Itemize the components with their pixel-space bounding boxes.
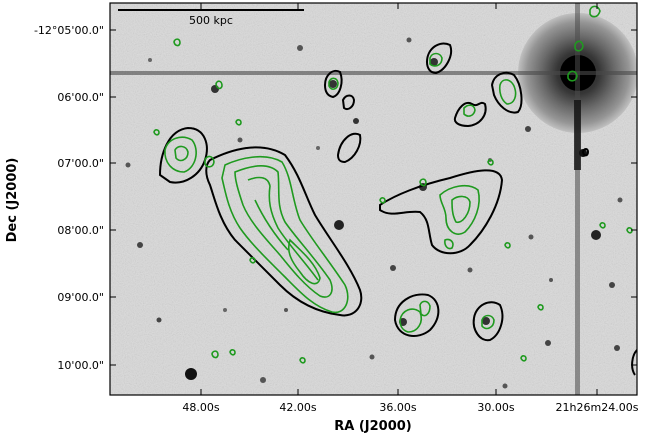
- x-axis-ticks: [200, 3, 598, 395]
- green-contour-northeast-a: [498, 79, 517, 105]
- green-contour-small-5: [153, 129, 160, 136]
- green-contour-north-b: [328, 77, 339, 90]
- black-contours: [158, 42, 637, 376]
- green-contour-small-7: [504, 242, 511, 249]
- green-contour-west-c: [204, 155, 215, 168]
- x-tick-label: 42.00s: [279, 401, 316, 414]
- x-tick-label: 21h26m24.00s: [556, 401, 639, 414]
- green-contour-east-relic-c: [444, 238, 454, 250]
- green-contour-small-3: [211, 350, 219, 359]
- y-tick-label: 10'00.0": [57, 359, 104, 372]
- green-contour-small-12: [235, 119, 242, 126]
- black-contour-north-b: [323, 69, 343, 99]
- black-contour-south-blob-a: [393, 293, 440, 337]
- green-contour-small-15: [249, 257, 256, 264]
- y-axis-ticks: [110, 29, 637, 366]
- black-contour-north-a: [425, 42, 452, 75]
- green-contour-west-b: [174, 145, 189, 162]
- scale-bar: 500 kpc: [118, 9, 304, 27]
- green-contour-small-9: [599, 222, 606, 229]
- y-axis-label: Dec (J2000): [5, 158, 20, 243]
- green-contour-small-1: [173, 38, 181, 47]
- green-contour-south-c: [481, 314, 495, 330]
- green-contour-small-8: [520, 355, 527, 362]
- green-contour-north-a: [429, 52, 443, 67]
- black-contour-edge: [631, 349, 637, 376]
- green-contour-east-relic-a: [439, 184, 480, 235]
- green-contour-small-6: [487, 159, 494, 166]
- green-contour-south-a: [399, 308, 423, 333]
- green-contour-star-b: [574, 40, 584, 52]
- green-contour-west-a: [164, 136, 197, 173]
- green-contour-small-2: [215, 80, 223, 90]
- y-tick-label: -12°05'00.0": [34, 24, 104, 37]
- green-contour-top-right: [589, 5, 601, 18]
- green-contour-small-4: [229, 349, 236, 356]
- green-contour-main-relic-inner-a: [234, 165, 333, 298]
- x-tick-label: 30.00s: [477, 401, 514, 414]
- black-contour-east-small: [581, 148, 590, 157]
- scale-bar-label: 500 kpc: [189, 14, 233, 27]
- x-tick-label: 48.00s: [182, 401, 219, 414]
- green-contour-east-relic-b: [451, 195, 471, 224]
- black-contour-north-d: [336, 132, 362, 164]
- green-contour-main-relic-outer: [221, 155, 349, 314]
- green-contours: [153, 5, 633, 364]
- y-tick-label: 07'00.0": [57, 157, 104, 170]
- black-contour-northeast-b: [453, 101, 487, 128]
- y-tick-label: 08'00.0": [57, 224, 104, 237]
- black-contour-main-relic: [205, 146, 363, 317]
- black-contour-south-blob-b: [472, 301, 504, 342]
- green-contour-small-16: [299, 357, 306, 364]
- black-contour-east-relic: [379, 169, 504, 255]
- optical-image: [110, 3, 637, 395]
- y-tick-label: 06'00.0": [57, 91, 104, 104]
- plot-frame: [109, 2, 638, 396]
- green-contour-small-11: [419, 178, 427, 187]
- y-tick-label: 09'00.0": [57, 291, 104, 304]
- green-contour-small-13: [537, 304, 544, 311]
- x-tick-label: 36.00s: [379, 401, 416, 414]
- black-contour-northeast-a: [490, 71, 523, 114]
- green-contour-main-relic-inner-b: [247, 176, 319, 281]
- green-contour-small-14: [626, 227, 633, 234]
- green-contour-main-relic-inner-c: [287, 238, 321, 285]
- green-contour-south-b: [419, 300, 431, 317]
- green-contour-star-a: [567, 70, 578, 82]
- green-contour-small-10: [379, 197, 386, 204]
- x-axis-label: RA (J2000): [334, 419, 412, 434]
- green-contour-northeast-b: [463, 104, 476, 117]
- black-contour-north-c: [341, 94, 356, 110]
